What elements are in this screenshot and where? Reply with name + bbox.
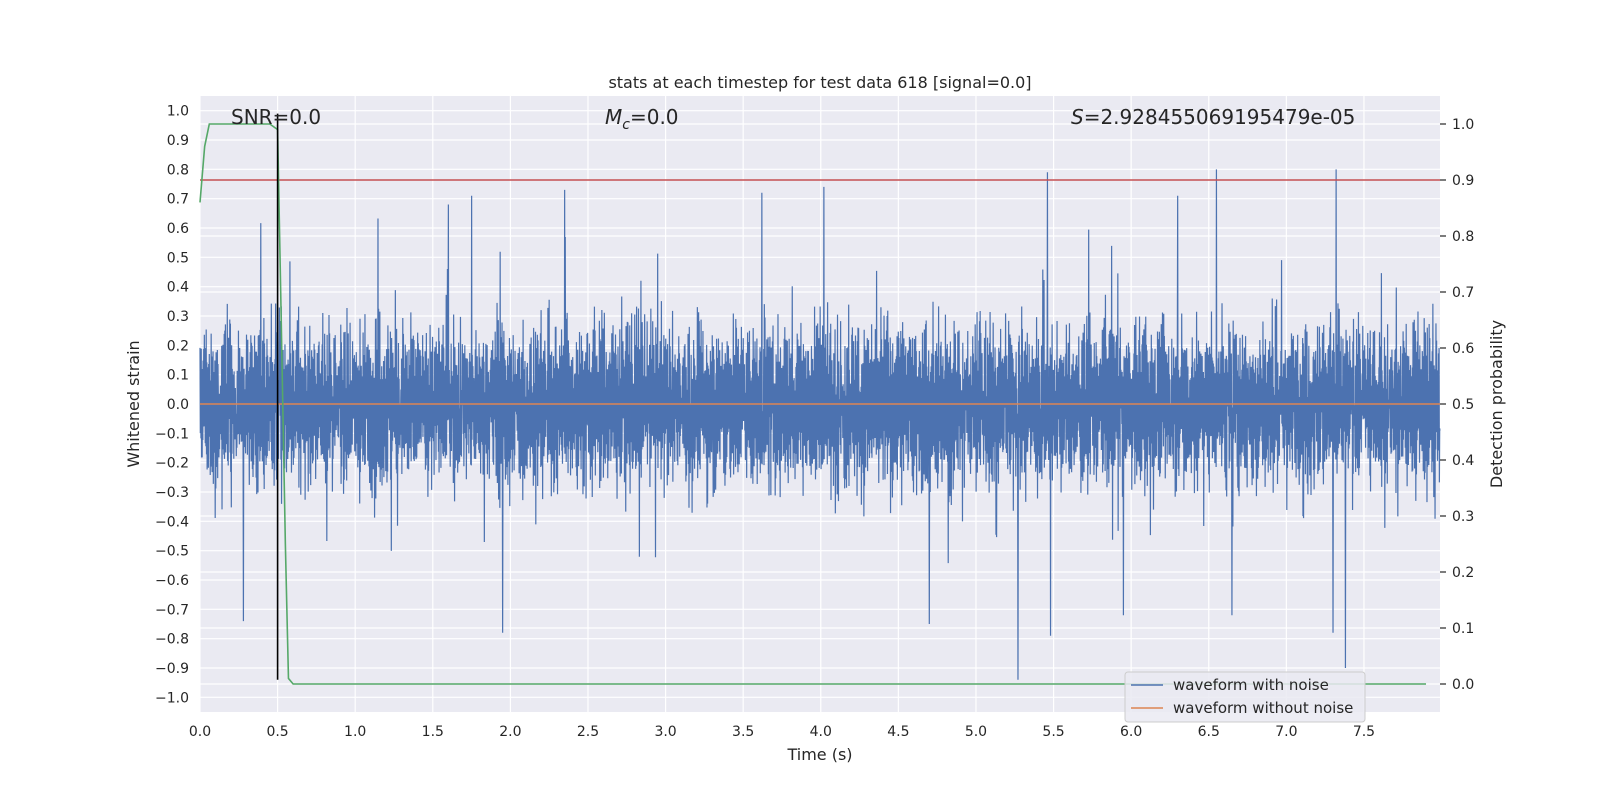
x-tick-label: 2.0	[499, 724, 521, 740]
legend-label-with-noise: waveform with noise	[1173, 676, 1329, 694]
chirp-mass-annotation: Mc=0.0	[605, 105, 679, 133]
x-tick-label: 1.5	[422, 724, 444, 740]
y-axis-label: Whitened strain	[124, 340, 143, 467]
y-tick-label: 1.0	[167, 104, 189, 120]
y2-tick-label: 0.8	[1452, 229, 1474, 245]
legend-label-without-noise: waveform without noise	[1173, 699, 1353, 717]
legend-box	[1124, 671, 1366, 723]
legend: waveform with noise waveform without noi…	[1124, 671, 1366, 723]
y-tick-label: 0.7	[167, 192, 189, 208]
y2-tick-label: 0.9	[1452, 173, 1474, 189]
x-tick-label: 5.0	[965, 724, 987, 740]
y2-tick-label: 0.5	[1452, 397, 1474, 413]
x-tick-label: 4.0	[810, 724, 832, 740]
chirp-mass-value: =0.0	[630, 105, 679, 129]
chart-title: stats at each timestep for test data 618…	[608, 73, 1031, 92]
y2-tick-label: 0.4	[1452, 453, 1474, 469]
x-tick-label: 6.0	[1120, 724, 1142, 740]
x-tick-label: 2.5	[577, 724, 599, 740]
y2-axis-ticks: 1.0 0.9 0.8 0.7 0.6 0.5 0.4 0.3 0.2 0.1 0.0	[1440, 117, 1474, 693]
y-tick-label: −0.3	[155, 485, 189, 501]
y2-tick-label: 0.2	[1452, 565, 1474, 581]
series-layer	[199, 113, 1441, 685]
y-tick-label: −0.4	[155, 514, 189, 530]
y-tick-label: 0.1	[167, 368, 189, 384]
x-tick-label: 3.0	[654, 724, 676, 740]
x-tick-label: 7.5	[1353, 724, 1375, 740]
snr-annotation: SNR=0.0	[231, 105, 321, 129]
chirp-mass-symbol: M	[605, 105, 622, 129]
y-tick-label: 0.6	[167, 221, 189, 237]
y-tick-label: −0.5	[155, 544, 189, 560]
y2-tick-label: 0.0	[1452, 677, 1474, 693]
x-tick-label: 7.0	[1275, 724, 1297, 740]
x-tick-label: 6.5	[1198, 724, 1220, 740]
y-tick-label: −0.1	[155, 426, 189, 442]
x-axis-label: Time (s)	[786, 745, 852, 764]
y-tick-label: −0.8	[155, 632, 189, 648]
x-axis-ticks: 0.0 0.5 1.0 1.5 2.0 2.5 3.0 3.5 4.0 4.5 5.0 5.5 6.0 6…	[189, 724, 1375, 740]
y-tick-label: −0.9	[155, 661, 189, 677]
y-tick-label: −0.6	[155, 573, 189, 589]
y-tick-label: −0.2	[155, 456, 189, 472]
x-tick-label: 0.0	[189, 724, 211, 740]
y-tick-label: 0.0	[167, 397, 189, 413]
y-tick-label: 0.9	[167, 133, 189, 149]
y2-tick-label: 0.1	[1452, 621, 1474, 637]
y-tick-label: 0.2	[167, 338, 189, 354]
y-tick-label: −0.7	[155, 602, 189, 618]
x-tick-label: 1.0	[344, 724, 366, 740]
y2-axis-label: Detection probability	[1487, 320, 1506, 488]
y-tick-label: 0.8	[167, 162, 189, 178]
x-tick-label: 5.5	[1042, 724, 1064, 740]
series-waveform-with-noise	[199, 169, 1441, 680]
chirp-mass-subscript: c	[622, 117, 630, 133]
y-tick-label: 0.3	[167, 309, 189, 325]
x-tick-label: 4.5	[887, 724, 909, 740]
score-annotation: S=2.928455069195479e-05	[1071, 105, 1355, 129]
y2-tick-label: 0.6	[1452, 341, 1474, 357]
y-tick-label: 0.4	[167, 280, 189, 296]
y2-tick-label: 0.7	[1452, 285, 1474, 301]
x-tick-label: 0.5	[266, 724, 288, 740]
y2-tick-label: 0.3	[1452, 509, 1474, 525]
y-tick-label: 0.5	[167, 250, 189, 266]
score-value: =2.928455069195479e-05	[1084, 105, 1356, 129]
y2-tick-label: 1.0	[1452, 117, 1474, 133]
y-axis-ticks: 1.0 0.9 0.8 0.7 0.6 0.5 0.4 0.3 0.2 0.1 0.0 −0.1 −0.…	[155, 104, 189, 707]
y-tick-label: −1.0	[155, 690, 189, 706]
score-symbol: S	[1071, 105, 1084, 129]
x-tick-label: 3.5	[732, 724, 754, 740]
